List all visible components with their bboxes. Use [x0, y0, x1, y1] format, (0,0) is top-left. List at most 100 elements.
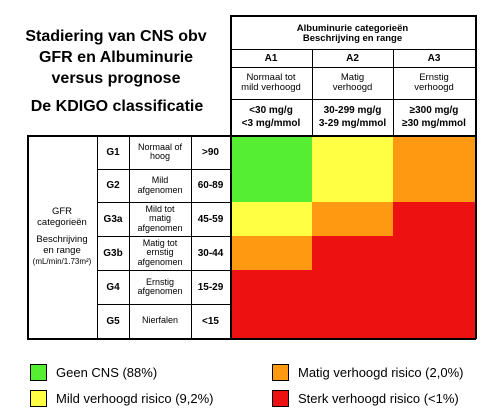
title-line-1: Stadiering van CNS obv	[25, 28, 207, 45]
gfr-category-label: GFR categorieën Beschrijving en range (mL/mi…	[27, 135, 97, 338]
row-desc-line: Mild tot	[145, 203, 175, 214]
risk-cell-g3a-a3	[393, 202, 475, 236]
row-desc-line: afgenomen	[137, 222, 183, 233]
row-desc-g5: Nierfalen	[129, 304, 191, 338]
grid-line	[230, 49, 476, 50]
row-desc-line: matig	[148, 213, 171, 224]
albuminuria-header: Albuminurie categorieën Beschrijving en r…	[230, 15, 475, 49]
row-desc-line: afgenomen	[137, 256, 183, 267]
column-desc-a3: Ernstig verhoogd	[393, 67, 475, 99]
legend-swatch-orange	[272, 364, 289, 381]
legend-swatch-yellow	[30, 390, 47, 407]
grid-line	[312, 49, 313, 136]
grid-line	[475, 15, 477, 339]
grid-line	[97, 236, 231, 237]
column-range-a3: ≥300 mg/g ≥30 mg/mmol	[393, 99, 475, 135]
column-desc-line: Matig	[340, 72, 365, 83]
grid-line	[230, 67, 476, 68]
row-desc-line: afgenomen	[137, 184, 183, 195]
column-code-a3: A3	[427, 52, 441, 64]
column-desc-a1: Normaal tot mild verhoogd	[230, 67, 312, 99]
risk-cell-g4-a1	[230, 270, 312, 304]
grid-line	[27, 338, 476, 340]
risk-cell-g1-a3	[393, 135, 475, 169]
grid-line	[97, 135, 98, 339]
legend-swatch-green	[30, 364, 47, 381]
gfr-label-line: (mL/min/1.73m²)	[32, 257, 92, 266]
column-range-a2: 30-299 mg/g 3-29 mg/mmol	[312, 99, 393, 135]
albuminuria-header-line: Beschrijving en range	[302, 33, 403, 44]
column-range-line: <30 mg/g	[249, 105, 293, 116]
risk-cell-g2-a2	[312, 169, 393, 202]
grid-line	[27, 135, 29, 339]
column-code-a2: A2	[346, 52, 359, 64]
row-desc-line: Mild	[151, 175, 169, 185]
grid-line	[27, 135, 476, 137]
row-desc-line: hoog	[149, 151, 171, 161]
row-desc-line: Nierfalen	[141, 315, 179, 326]
row-range-g5: <15	[202, 315, 219, 327]
risk-cell-g3b-a3	[393, 236, 475, 270]
grid-line	[191, 135, 192, 339]
legend-label-orange: Matig verhoogd risico (2,0%)	[298, 365, 464, 380]
row-desc-line: Matig tot	[142, 237, 178, 248]
albuminuria-header-line: Albuminurie categorieën	[296, 23, 409, 34]
grid-line	[97, 304, 231, 305]
row-desc-g4: Ernstig afgenomen	[129, 270, 191, 304]
grid-line	[97, 202, 231, 203]
column-range-a1: <30 mg/g <3 mg/mmol	[230, 99, 312, 135]
grid-line	[97, 169, 231, 170]
row-code-g3b: G3b	[103, 247, 123, 259]
legend-swatch-red	[272, 390, 289, 407]
column-desc-a2: Matig verhoogd	[312, 67, 393, 99]
column-desc-line: mild verhoogd	[241, 82, 301, 93]
grid-line	[230, 135, 232, 339]
row-desc-line: Ernstig	[145, 276, 174, 287]
gfr-label-line: Beschrijving	[36, 234, 88, 245]
risk-cell-g4-a2	[312, 270, 393, 304]
risk-cell-g3b-a1	[230, 236, 312, 270]
row-desc-line: Normaal of	[137, 141, 182, 152]
grid-line	[230, 15, 476, 17]
grid-line	[230, 15, 232, 136]
risk-cell-g3a-a2	[312, 202, 393, 236]
column-desc-line: Normaal tot	[246, 72, 296, 83]
risk-cell-g5-a3	[393, 304, 475, 338]
row-range-g1: >90	[202, 146, 219, 158]
column-range-line: <3 mg/mmol	[241, 118, 301, 129]
title-line-3: versus prognose	[51, 70, 181, 87]
column-desc-line: verhoogd	[414, 82, 454, 93]
risk-cell-g4-a3	[393, 270, 475, 304]
risk-cell-g1-a1	[230, 135, 312, 169]
column-desc-line: verhoogd	[332, 82, 373, 93]
subtitle: De KDIGO classificatie	[30, 98, 204, 115]
row-code-g3a: G3a	[103, 213, 123, 225]
row-code-g1: G1	[106, 146, 120, 158]
column-range-line: 30-299 mg/g	[323, 105, 382, 116]
risk-cell-g5-a2	[312, 304, 393, 338]
risk-cell-g1-a2	[312, 135, 393, 169]
row-code-g5: G5	[106, 315, 120, 327]
row-desc-line: ernstig	[146, 247, 174, 258]
grid-line	[393, 49, 394, 136]
risk-cell-g2-a3	[393, 169, 475, 202]
row-desc-g3b: Matig tot ernstig afgenomen	[129, 236, 191, 270]
column-range-line: ≥300 mg/g	[409, 105, 459, 116]
risk-cell-g2-a1	[230, 169, 312, 202]
row-desc-g3a: Mild tot matig afgenomen	[129, 202, 191, 236]
row-range-g4: 15-29	[197, 281, 224, 293]
row-desc-g2: Mild afgenomen	[129, 169, 191, 202]
legend-label-red: Sterk verhoogd risico (<1%)	[298, 391, 459, 406]
row-range-g2: 60-89	[197, 180, 224, 191]
row-code-g4: G4	[106, 281, 120, 293]
column-code-a1: A1	[264, 52, 278, 64]
risk-cell-g3b-a2	[312, 236, 393, 270]
column-desc-line: Ernstig	[419, 72, 449, 83]
gfr-label-line: en range	[43, 245, 81, 256]
grid-line	[230, 99, 476, 100]
legend-label-yellow: Mild verhoogd risico (9,2%)	[56, 391, 214, 406]
column-range-line: ≥30 mg/mmol	[402, 118, 466, 129]
grid-line	[97, 270, 231, 271]
risk-cell-g5-a1	[230, 304, 312, 338]
column-range-line: 3-29 mg/mmol	[318, 118, 387, 129]
